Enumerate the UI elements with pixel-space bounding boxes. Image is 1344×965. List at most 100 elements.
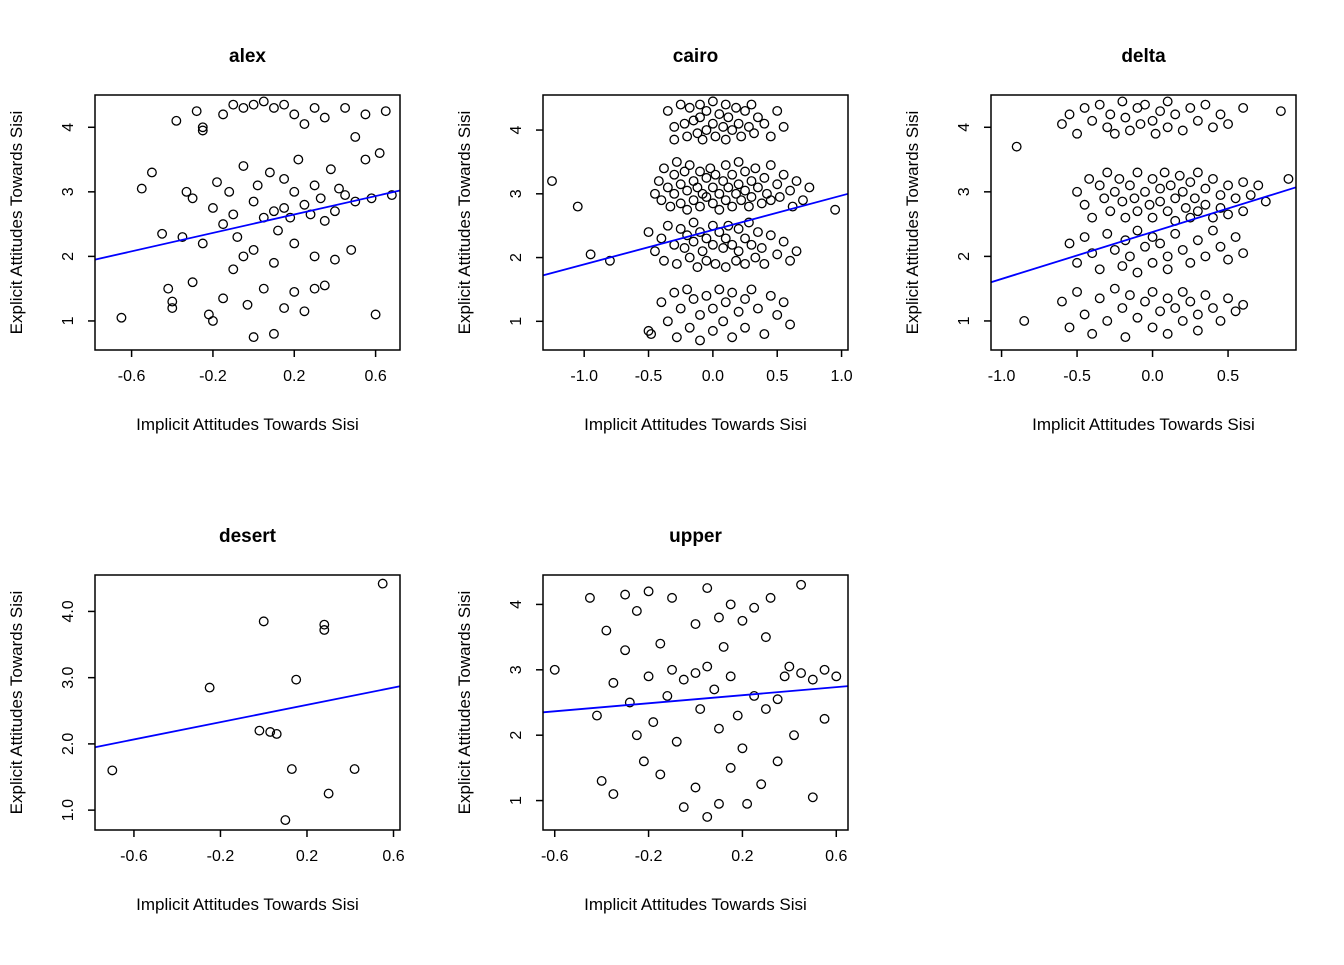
data-point — [720, 297, 731, 308]
data-point — [1094, 293, 1105, 304]
data-point — [1155, 183, 1166, 194]
data-point — [688, 115, 699, 126]
x-axis: -0.6 -0.2 0.2 0.6 — [120, 830, 405, 865]
data-point — [669, 134, 680, 145]
data-point — [163, 283, 174, 294]
y-axis-label: Explicit Attitudes Towards Sisi — [7, 111, 26, 335]
data-points — [549, 579, 842, 822]
data-point — [714, 188, 725, 199]
data-point — [765, 160, 776, 171]
data-point — [1084, 173, 1095, 184]
data-point — [702, 661, 713, 672]
data-point — [720, 134, 731, 145]
data-point — [1215, 190, 1226, 201]
plot-box — [542, 574, 849, 831]
data-point — [740, 166, 750, 177]
data-point — [671, 332, 682, 343]
data-point — [309, 180, 320, 191]
chart-title: alex — [229, 46, 266, 67]
y-axis-label: Explicit Attitudes Towards Sisi — [903, 111, 922, 335]
data-point — [784, 661, 795, 672]
data-point — [779, 671, 790, 682]
data-point — [727, 125, 738, 136]
data-point — [1099, 193, 1110, 204]
data-point — [323, 788, 334, 799]
data-point — [289, 238, 300, 249]
data-point — [289, 109, 300, 120]
plot-box — [94, 94, 401, 351]
data-point — [1177, 244, 1188, 255]
data-point — [1253, 180, 1264, 191]
data-point — [1223, 209, 1234, 220]
data-point — [1177, 315, 1188, 326]
y-tick-label: 4.0 — [60, 600, 77, 622]
data-point — [1192, 206, 1203, 217]
data-point — [656, 195, 667, 206]
data-point — [710, 258, 721, 269]
x-tick-label: 0.5 — [1217, 368, 1239, 385]
data-point — [682, 131, 693, 142]
data-point — [659, 163, 669, 174]
data-point — [695, 335, 705, 346]
data-point — [679, 166, 690, 177]
data-point — [107, 765, 118, 776]
data-point — [682, 185, 693, 196]
data-point — [167, 296, 178, 307]
data-point — [1192, 309, 1203, 320]
data-point — [765, 592, 776, 603]
data-point — [268, 257, 279, 268]
x-axis-label: Implicit Attitudes Towards Sisi — [584, 895, 807, 914]
data-point — [1120, 235, 1131, 246]
data-point — [1223, 254, 1234, 265]
data-point — [669, 121, 680, 132]
data-point — [289, 286, 300, 297]
data-point — [740, 233, 750, 244]
x-axis-label: Implicit Attitudes Towards Sisi — [136, 415, 359, 434]
data-point — [785, 185, 796, 196]
data-point — [733, 246, 744, 257]
y-tick-label: 3 — [956, 187, 973, 196]
data-point — [299, 306, 310, 317]
data-points — [116, 96, 397, 343]
data-point — [733, 179, 744, 190]
data-point — [1147, 232, 1158, 242]
data-point — [1230, 306, 1241, 317]
y-tick-label: 2 — [508, 731, 525, 740]
data-point — [756, 779, 767, 790]
data-point — [718, 316, 729, 327]
data-point — [1079, 102, 1090, 113]
data-point — [669, 188, 680, 199]
data-point — [772, 309, 783, 320]
data-point — [289, 186, 300, 197]
y-tick-label: 1 — [508, 796, 525, 805]
data-point — [1200, 99, 1211, 110]
data-point — [1117, 96, 1128, 107]
data-point — [695, 201, 705, 212]
data-point — [601, 625, 612, 636]
data-point — [608, 789, 619, 799]
data-point — [662, 182, 673, 193]
data-point — [702, 583, 713, 594]
data-point — [746, 284, 757, 295]
data-point — [671, 736, 682, 747]
data-point — [714, 109, 725, 120]
data-point — [228, 264, 239, 275]
data-point — [1057, 119, 1067, 130]
scatter-plot-alex: alex -0.6 -0.2 0.2 0.6 1 2 3 4 Implicit Attitudes… — [7, 46, 401, 434]
data-point — [1102, 122, 1113, 133]
data-point — [778, 121, 789, 132]
y-axis: 1 2 3 4 — [60, 123, 95, 325]
data-point — [710, 169, 721, 180]
x-tick-label: -1.0 — [988, 368, 1016, 385]
data-point — [731, 102, 741, 113]
data-point — [1215, 241, 1226, 252]
data-point — [197, 238, 208, 249]
data-point — [746, 176, 757, 187]
data-point — [830, 204, 841, 215]
data-point — [547, 176, 557, 187]
data-point — [319, 112, 330, 123]
data-point — [662, 105, 673, 116]
data-point — [1124, 125, 1135, 136]
data-point — [1147, 257, 1158, 268]
data-point — [740, 105, 750, 116]
